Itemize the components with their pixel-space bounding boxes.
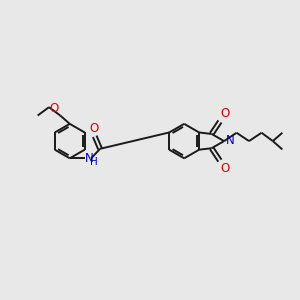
Text: H: H — [90, 158, 98, 167]
Text: O: O — [220, 162, 230, 175]
Text: N: N — [85, 152, 94, 164]
Text: O: O — [89, 122, 98, 135]
Text: O: O — [50, 102, 59, 115]
Text: N: N — [226, 134, 234, 147]
Text: O: O — [220, 107, 230, 120]
